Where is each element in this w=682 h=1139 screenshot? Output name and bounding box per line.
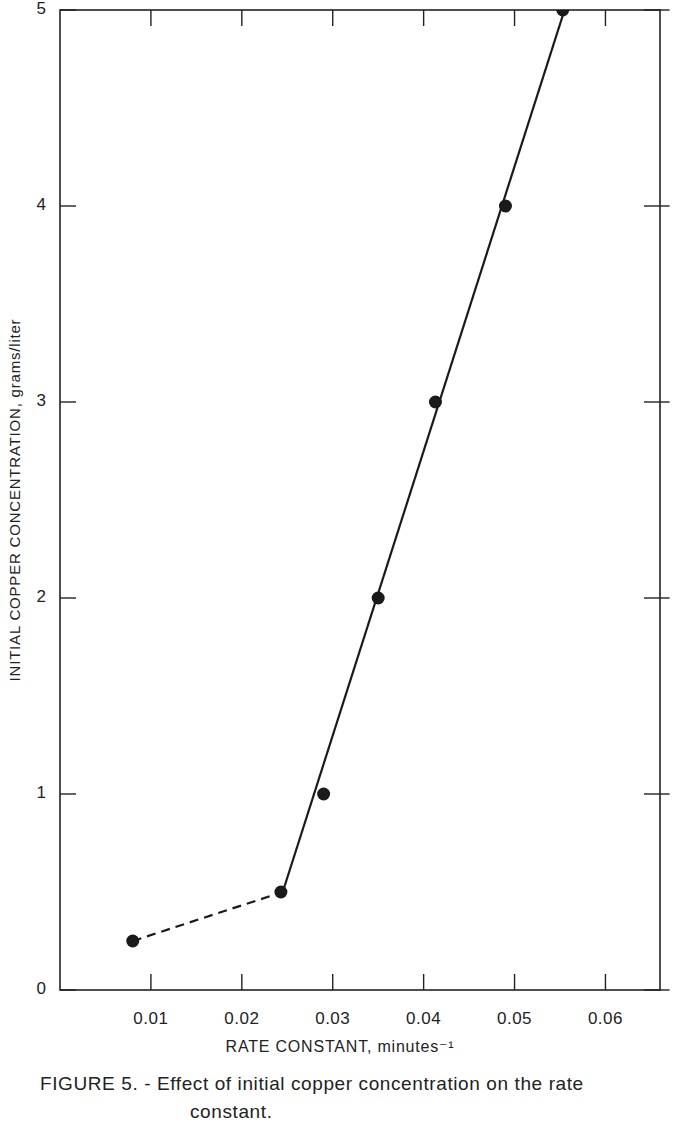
y-tick xyxy=(60,205,76,206)
y-tick xyxy=(644,793,670,794)
x-tick xyxy=(514,10,515,26)
y-tick-label: 4 xyxy=(37,195,46,214)
y-tick-label: 1 xyxy=(37,783,46,802)
line xyxy=(133,892,283,941)
plot-frame xyxy=(60,10,660,990)
x-tick-label: 0.02 xyxy=(224,1009,259,1028)
y-tick-label: 5 xyxy=(37,0,46,18)
x-tick xyxy=(514,974,515,990)
x-tick xyxy=(241,10,242,26)
y-tick xyxy=(644,205,670,206)
x-tick-label: 0.03 xyxy=(315,1009,350,1028)
y-tick xyxy=(60,989,76,990)
y-tick xyxy=(60,9,76,10)
x-tick xyxy=(605,10,606,26)
y-tick-label: 2 xyxy=(37,587,46,606)
x-tick xyxy=(150,10,151,26)
y-tick xyxy=(644,597,670,598)
x-tick-label: 0.05 xyxy=(497,1009,532,1028)
chart: 0.01 0.02 0.03 0.04 0.05 0.06 0 1 2 3 4 5 RATE CONST… xyxy=(0,0,682,1139)
y-tick xyxy=(644,9,670,10)
x-tick-label: 0.06 xyxy=(588,1009,623,1028)
title-line: FIGURE 5. - Effect of initial copper con… xyxy=(40,1073,584,1094)
title-line: constant. xyxy=(190,1101,273,1122)
y-tick xyxy=(60,597,76,598)
line xyxy=(283,10,565,892)
x-axis-label: RATE CONSTANT, minutes⁻¹ xyxy=(226,1038,455,1055)
x-tick xyxy=(605,974,606,990)
x-tick xyxy=(150,974,151,990)
x-tick xyxy=(332,10,333,26)
y-tick xyxy=(644,989,670,990)
y-tick-label: 0 xyxy=(37,979,46,998)
x-tick-label: 0.04 xyxy=(406,1009,441,1028)
title: FIGURE 5. - Effect of initial copper con… xyxy=(40,1073,584,1122)
point xyxy=(317,788,330,801)
x-tick xyxy=(423,974,424,990)
x-tick xyxy=(423,10,424,26)
x-tick xyxy=(241,974,242,990)
y-axis-label: INITIAL COPPER CONCENTRATION, grams/lite… xyxy=(6,319,23,682)
plot-data xyxy=(126,10,569,948)
y-tick-label: 3 xyxy=(37,391,46,410)
x-tick-label: 0.01 xyxy=(133,1009,168,1028)
x-tick xyxy=(332,974,333,990)
y-tick xyxy=(644,401,670,402)
y-tick xyxy=(60,401,76,402)
y-tick xyxy=(60,793,76,794)
